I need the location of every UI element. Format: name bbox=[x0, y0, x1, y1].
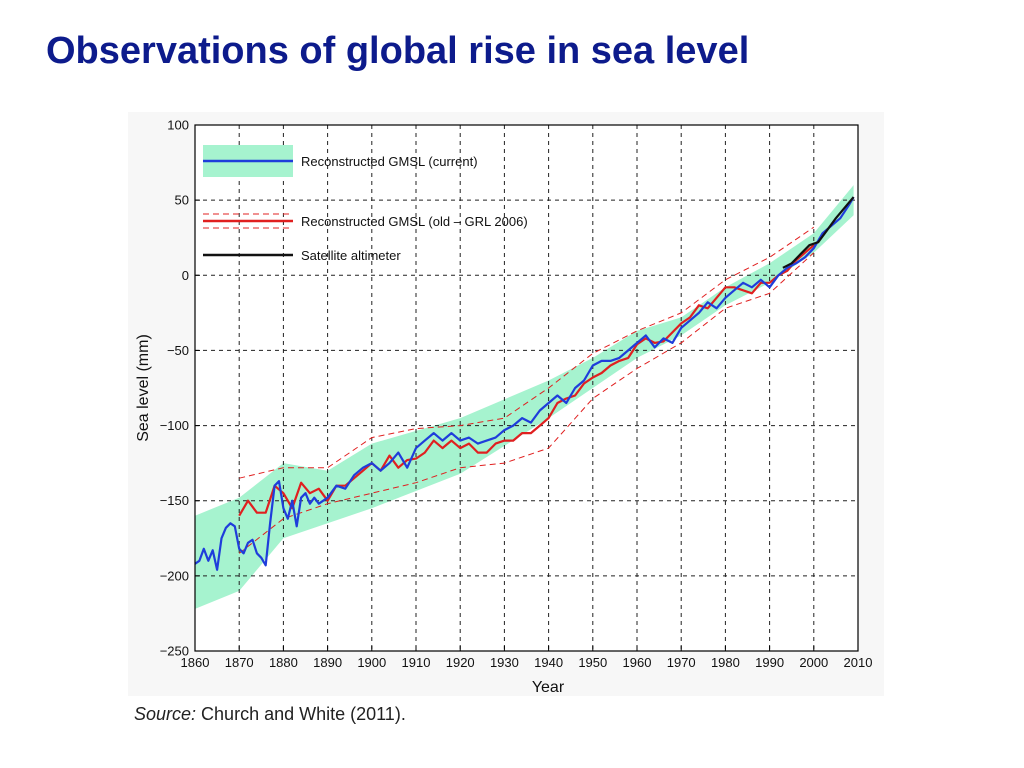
x-tick-label: 1920 bbox=[446, 655, 475, 670]
plot-frame bbox=[194, 124, 859, 652]
x-tick-label: 1860 bbox=[181, 655, 210, 670]
grid-layer bbox=[195, 125, 858, 651]
old-uncertainty-layer bbox=[238, 226, 815, 554]
slide-title: Observations of global rise in sea level bbox=[46, 30, 750, 72]
x-tick-label: 1930 bbox=[490, 655, 519, 670]
tick-label-layer: 1860 1870 1880 1890 1900 1910 1920 1930 1940 1950… bbox=[160, 118, 873, 671]
x-tick-label: 1910 bbox=[402, 655, 431, 670]
x-tick-label: 1960 bbox=[623, 655, 652, 670]
x-tick-label: 1940 bbox=[534, 655, 563, 670]
y-tick-label: 0 bbox=[182, 268, 189, 283]
uncertainty-band bbox=[195, 185, 854, 609]
series-line-satellite bbox=[782, 196, 855, 269]
plot-area bbox=[195, 125, 858, 651]
x-tick-label: 1970 bbox=[667, 655, 696, 670]
series-line-current bbox=[194, 196, 855, 571]
chart-figure: 1860 1870 1880 1890 1900 1910 1920 1930 1940 1950… bbox=[128, 112, 884, 696]
x-tick-label: 2010 bbox=[844, 655, 873, 670]
x-tick-label: 1990 bbox=[755, 655, 784, 670]
source-label: Source: bbox=[134, 704, 197, 724]
y-tick-label: 100 bbox=[167, 118, 189, 133]
y-tick-label: −50 bbox=[167, 343, 189, 358]
y-tick-label: −100 bbox=[160, 418, 189, 433]
y-tick-label: −250 bbox=[160, 644, 189, 659]
x-tick-label: 1950 bbox=[578, 655, 607, 670]
x-tick-label: 1900 bbox=[357, 655, 386, 670]
x-tick-label: 1870 bbox=[225, 655, 254, 670]
legend-label-old: Reconstructed GMSL (old – GRL 2006) bbox=[301, 214, 528, 229]
y-axis-label: Sea level (mm) bbox=[135, 334, 152, 442]
source-note: Source: Church and White (2011). bbox=[134, 704, 406, 725]
x-tick-label: 1880 bbox=[269, 655, 298, 670]
source-text: Church and White (2011). bbox=[196, 704, 406, 724]
x-tick-label: 1980 bbox=[711, 655, 740, 670]
old-uncertainty-lower bbox=[238, 252, 815, 554]
y-tick-label: −200 bbox=[160, 568, 189, 583]
sea-level-chart: 1860 1870 1880 1890 1900 1910 1920 1930 1940 1950… bbox=[128, 112, 884, 696]
old-uncertainty-upper bbox=[239, 226, 815, 479]
x-tick-label: 2000 bbox=[799, 655, 828, 670]
y-tick-label: 50 bbox=[175, 193, 189, 208]
y-tick-label: −150 bbox=[160, 493, 189, 508]
legend-label-satellite: Satellite altimeter bbox=[301, 248, 401, 263]
legend: Reconstructed GMSL (current) Reconstruct… bbox=[203, 145, 528, 263]
series-layer bbox=[194, 196, 855, 571]
uncertainty-band-layer bbox=[195, 185, 854, 609]
x-axis-label: Year bbox=[532, 679, 565, 696]
x-tick-label: 1890 bbox=[313, 655, 342, 670]
legend-label-current: Reconstructed GMSL (current) bbox=[301, 154, 478, 169]
